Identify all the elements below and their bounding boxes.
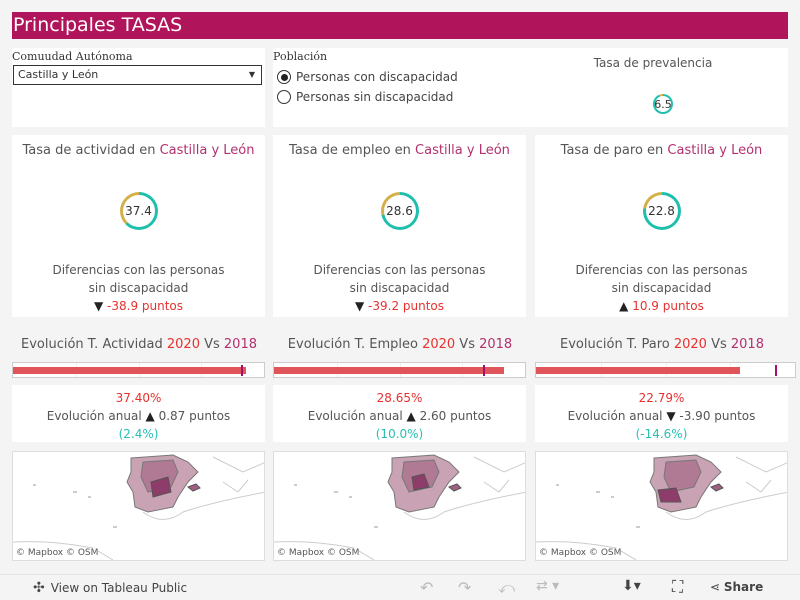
evolution-pct: 22.79% [638,391,685,405]
prevalencia-donut: 6.5 [653,94,673,114]
kpi-card-2: Tasa de paro en Castilla y León 22.8 Dif… [535,135,788,317]
kpi-region: Castilla y León [415,143,510,158]
redo-icon[interactable]: ↷ [458,578,472,597]
download-icon[interactable]: ⬇▾ [622,578,641,594]
arrow-icon: ▼ [666,409,676,423]
kpi-value: 22.8 [645,195,678,227]
kpi-diff: Diferencias con las personas sin discapa… [12,261,265,315]
diff-value: 10.9 puntos [632,299,704,313]
map-attribution[interactable]: © Mapbox © OSM [277,548,360,558]
map-panel[interactable]: © Mapbox © OSM [273,451,526,561]
map-spain[interactable] [274,452,526,560]
evolution-bar[interactable] [12,362,265,378]
marker-2018 [774,365,777,376]
share-label: Share [723,580,764,594]
map-panel[interactable]: © Mapbox © OSM [12,451,265,561]
kpi-diff: Diferencias con las personas sin discapa… [535,261,788,315]
marker-2018 [240,365,243,376]
map-spain[interactable] [536,452,788,560]
radio-checked-icon [277,70,291,84]
share-button[interactable]: ⋖ Share [710,580,763,594]
map-attribution[interactable]: © Mapbox © OSM [539,548,622,558]
evolution-title: Evolución T. Paro 2020 Vs 2018 [560,337,764,352]
evolution-pct: 37.40% [115,391,162,405]
view-on-tableau-link[interactable]: ✣ View on Tableau Public [33,580,187,596]
bar-2020 [536,367,740,374]
bar-2020 [274,367,505,374]
kpi-card-0: Tasa de actividad en Castilla y León 37.… [12,135,265,317]
kpi-donut: 37.4 [119,192,158,230]
evolution-card: 28.65% Evolución anual ▲ 2.60 puntos (10… [273,385,526,442]
bar-2020 [13,367,247,374]
kpi-region: Castilla y León [159,143,255,158]
marker-2018 [483,365,486,376]
fullscreen-icon[interactable]: ⛶ [672,577,684,596]
diff-value: -39.2 puntos [368,299,445,313]
evolution-pct: 28.65% [376,391,423,405]
arrow-icon: ▼ [93,299,104,313]
map-panel[interactable]: © Mapbox © OSM [535,451,788,561]
radio-label: Personas sin discapacidad [296,90,454,104]
evolution-rel: (-14.6%) [635,427,688,441]
kpi-region: Castilla y León [667,143,763,158]
poblacion-panel: Población Personas con discapacidad Pers… [273,48,788,127]
evolution-bar[interactable] [273,362,526,378]
poblacion-label: Población [273,50,328,63]
radio-unchecked-icon [277,90,291,104]
evolution-change: -3.90 puntos [679,409,756,423]
tableau-logo-icon: ✣ [33,580,45,596]
radio-label: Personas con discapacidad [296,70,458,84]
kpi-title: Tasa de actividad en Castilla y León [22,143,255,158]
filter-ccaa-panel: Comuudad Autónoma Castilla y León ▼ [12,48,265,127]
evolution-title: Evolución T. Empleo 2020 Vs 2018 [287,337,513,352]
evolution-change: 0.87 puntos [158,409,231,423]
evolution-title: Evolución T. Actividad 2020 Vs 2018 [20,337,257,352]
radio-con-discapacidad[interactable]: Personas con discapacidad [277,67,458,87]
radio-sin-discapacidad[interactable]: Personas sin discapacidad [277,87,458,107]
undo-icon[interactable]: ↶ [420,578,434,597]
kpi-title: Tasa de empleo en Castilla y León [289,143,510,158]
arrow-icon: ▲ [145,409,155,423]
share-icon: ⋖ [710,580,724,594]
ccaa-label: Comuudad Autónoma [12,50,133,63]
prevalencia-label: Tasa de prevalencia [593,56,713,70]
arrow-icon: ▲ [406,409,416,423]
prevalencia-value: 6.5 [654,96,672,112]
refresh-icon[interactable]: ⇄ ▾ [536,578,560,594]
page-title: Principales TASAS [12,12,788,39]
kpi-card-1: Tasa de empleo en Castilla y León 28.6 D… [273,135,526,317]
ccaa-value: Castilla y León [18,68,99,81]
evolution-rel: (10.0%) [375,427,424,441]
revert-icon[interactable]: ⤺ [498,578,516,597]
map-spain[interactable] [13,452,265,560]
evolution-rel: (2.4%) [118,427,159,441]
arrow-icon: ▼ [354,299,365,313]
kpi-donut: 28.6 [380,192,419,230]
chevron-down-icon: ▼ [248,70,255,79]
diff-label: Diferencias con las personas sin discapa… [313,263,486,295]
kpi-value: 37.4 [122,195,155,227]
diff-label: Diferencias con las personas sin discapa… [52,263,225,295]
evolution-bar[interactable] [535,362,796,378]
evolution-card: 37.40% Evolución anual ▲ 0.87 puntos (2.… [12,385,265,442]
footer-toolbar: ✣ View on Tableau Public ↶ ↷ ⤺ ⇄ ▾ ⬇▾ ⛶ ⋖… [0,574,800,600]
kpi-title: Tasa de paro en Castilla y León [560,143,763,158]
kpi-donut: 22.8 [642,192,681,230]
kpi-diff: Diferencias con las personas sin discapa… [273,261,526,315]
kpi-value: 28.6 [383,195,416,227]
diff-value: -38.9 puntos [107,299,184,313]
evolution-change: 2.60 puntos [419,409,492,423]
map-attribution[interactable]: © Mapbox © OSM [16,548,99,558]
diff-label: Diferencias con las personas sin discapa… [575,263,748,295]
ccaa-dropdown[interactable]: Castilla y León ▼ [13,65,262,85]
view-label: View on Tableau Public [50,581,188,595]
arrow-icon: ▲ [619,299,629,313]
evolution-card: 22.79% Evolución anual ▼ -3.90 puntos (-… [535,385,788,442]
